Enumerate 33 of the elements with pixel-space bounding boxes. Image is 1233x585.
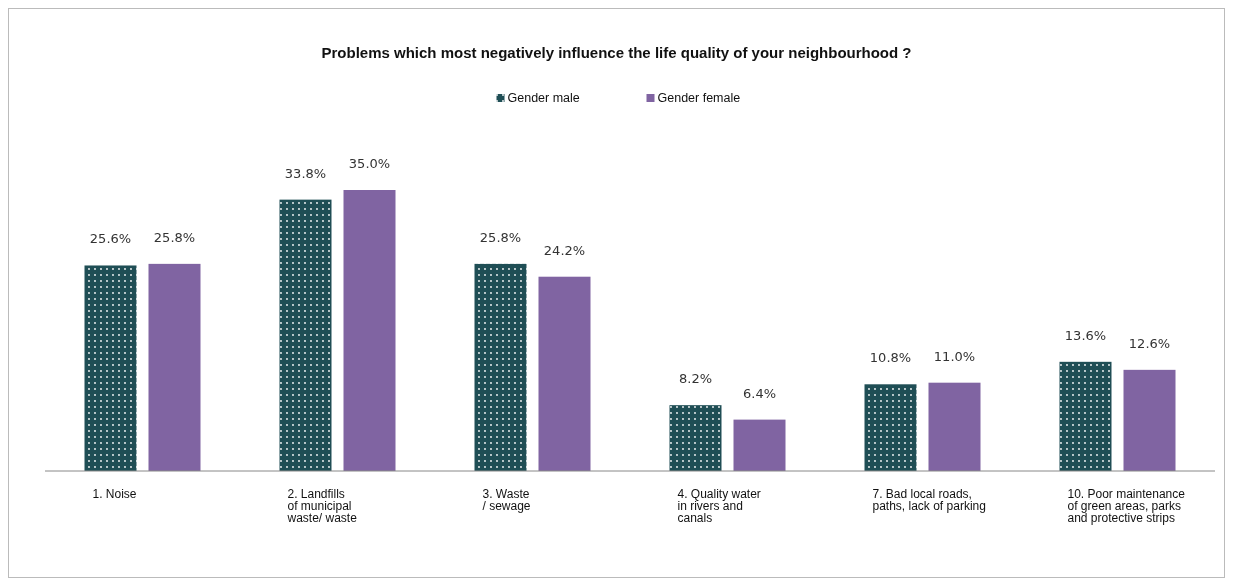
- bar: [928, 382, 981, 471]
- data-label: 8.2%: [678, 371, 713, 387]
- bar: [733, 419, 786, 471]
- data-label: 10.8%: [869, 350, 912, 366]
- data-label: 25.8%: [153, 229, 196, 245]
- chart-title: Problems which most negatively influence the life quality of your neighbourhood ?: [321, 44, 912, 61]
- data-label: 25.8%: [479, 229, 522, 245]
- x-tick-label: 1. Noise: [92, 487, 137, 501]
- bar: [1123, 369, 1176, 471]
- x-tick-label: 3. Waste / sewage: [482, 487, 531, 513]
- bar: [279, 199, 332, 471]
- x-tick-label: 10. Poor maintenance of green areas, parks and protective strips: [1067, 487, 1186, 525]
- legend-label: Gender female: [657, 91, 741, 105]
- data-label: 35.0%: [348, 156, 391, 171]
- x-tick-label: 4. Quality water in rivers and canals: [677, 487, 761, 525]
- bar: [84, 265, 137, 471]
- data-label: 25.6%: [89, 231, 132, 247]
- bar: [148, 263, 201, 471]
- bar: [538, 276, 591, 471]
- data-label: 33.8%: [284, 165, 327, 181]
- x-tick-label: 7. Bad local roads, paths, lack of parking: [872, 487, 986, 513]
- data-label: 6.4%: [742, 385, 777, 401]
- data-label: 24.2%: [543, 242, 586, 258]
- data-label: 11.0%: [933, 348, 976, 364]
- bar: [343, 190, 396, 471]
- bar: [669, 405, 722, 471]
- data-label: 12.6%: [1128, 335, 1171, 351]
- legend-label: Gender male: [507, 91, 580, 105]
- bar: [474, 263, 527, 471]
- bar: [864, 384, 917, 471]
- bar: [1059, 361, 1112, 471]
- data-label: 13.6%: [1064, 327, 1107, 343]
- x-tick-label: 2. Landfills of municipal waste/ waste: [286, 487, 358, 525]
